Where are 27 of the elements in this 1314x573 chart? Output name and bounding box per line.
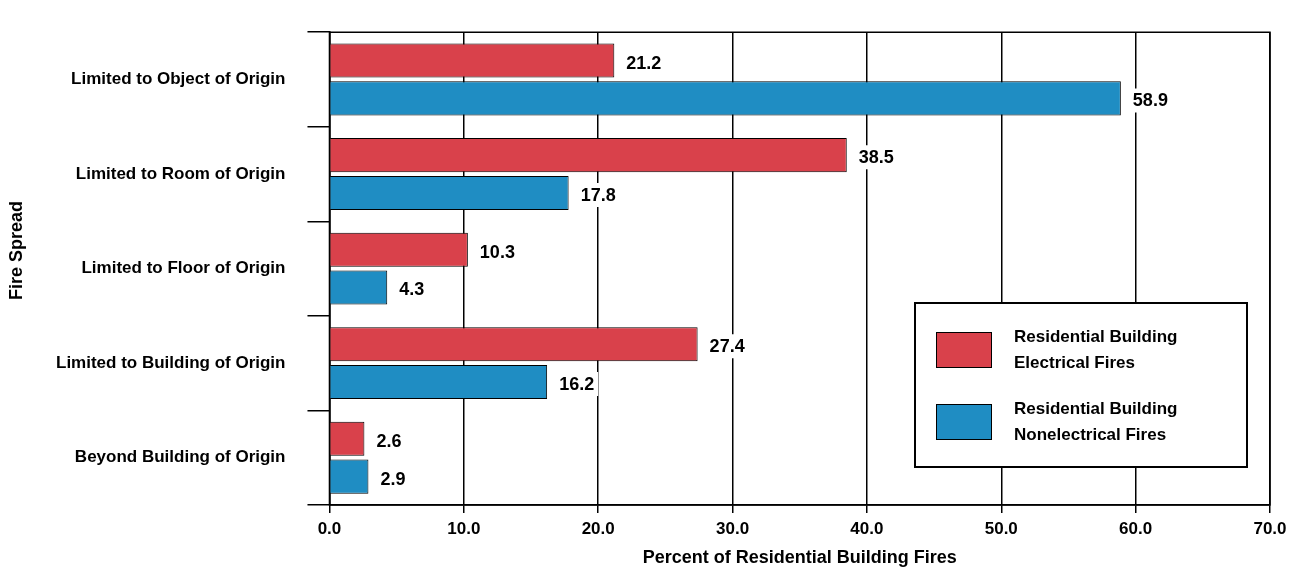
x-tick-label: 40.0 [850,518,884,538]
data-label: 2.9 [380,468,406,489]
y-tick-label: Limited to Object of Origin [71,69,286,89]
x-tick-label: 0.0 [317,518,342,538]
data-label: 38.5 [858,147,894,168]
data-label: 17.8 [580,184,616,205]
x-tick-label: 20.0 [581,518,615,538]
data-label: 10.3 [479,241,515,262]
legend-label: Residential Building Electrical Fires [1014,326,1179,374]
data-label: 27.4 [709,336,745,357]
legend-label: Residential Building Nonelectrical Fires [1014,398,1179,446]
x-tick-label: 10.0 [447,518,481,538]
x-tick-label: 70.0 [1253,518,1287,538]
x-axis-title: Percent of Residential Building Fires [642,547,957,568]
data-label: 2.6 [376,430,402,451]
y-tick-label: Limited to Room of Origin [75,163,286,183]
y-axis-title: Fire Spread [6,200,27,300]
y-tick-label: Limited to Building of Origin [56,352,286,372]
data-label: 4.3 [399,279,425,300]
x-tick-label: 30.0 [716,518,750,538]
data-label: 21.2 [626,52,662,73]
x-tick-label: 60.0 [1119,518,1153,538]
data-label: 58.9 [1132,90,1168,111]
y-tick-label: Limited to Floor of Origin [81,258,286,278]
y-tick-label: Beyond Building of Origin [74,447,286,467]
data-label: 16.2 [559,374,595,395]
x-tick-label: 50.0 [984,518,1018,538]
